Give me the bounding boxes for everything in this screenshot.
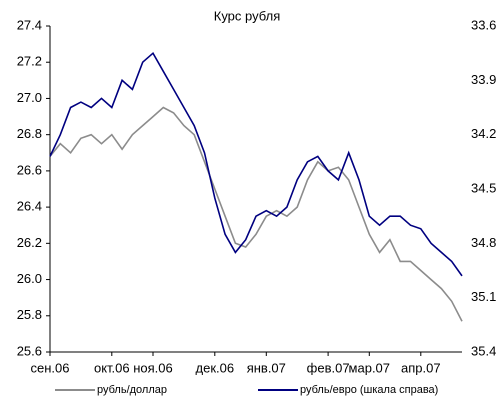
y2-tick-label: 34.8 [471,235,496,250]
x-tick-label: ноя.06 [133,360,173,375]
legend-label: рубль/доллар [97,384,167,396]
y-tick-label: 26.0 [17,271,42,286]
y-tick-label: 27.4 [17,17,42,32]
series-line [49,51,463,277]
x-tick-label: дек.06 [196,360,235,375]
series-line [49,106,463,322]
legend-label: рубль/евро (шкала справа) [300,384,438,396]
y2-tick-label: 34.5 [471,180,496,195]
x-tick-label: фев.07 [307,360,350,375]
y2-tick-label: 35.1 [471,289,496,304]
y2-tick-label: 33.9 [471,72,496,87]
x-tick-label: окт.06 [94,360,130,375]
y-tick-label: 25.6 [17,343,42,358]
y-tick-label: 26.4 [17,199,42,214]
y-tick-label: 26.6 [17,162,42,177]
y-tick-label: 26.2 [17,235,42,250]
y-tick-label: 27.0 [17,90,42,105]
x-tick-label: апр.07 [401,360,441,375]
x-tick-label: мар.07 [349,360,390,375]
y2-tick-label: 33.6 [471,17,496,32]
chart-title: Курс рубля [214,8,281,23]
x-tick-label: сен.06 [31,360,70,375]
x-tick-label: янв.07 [247,360,286,375]
y-tick-label: 25.8 [17,307,42,322]
y-tick-label: 26.8 [17,126,42,141]
y-tick-label: 27.2 [17,54,42,69]
y2-tick-label: 35.4 [471,343,496,358]
y2-tick-label: 34.2 [471,126,496,141]
